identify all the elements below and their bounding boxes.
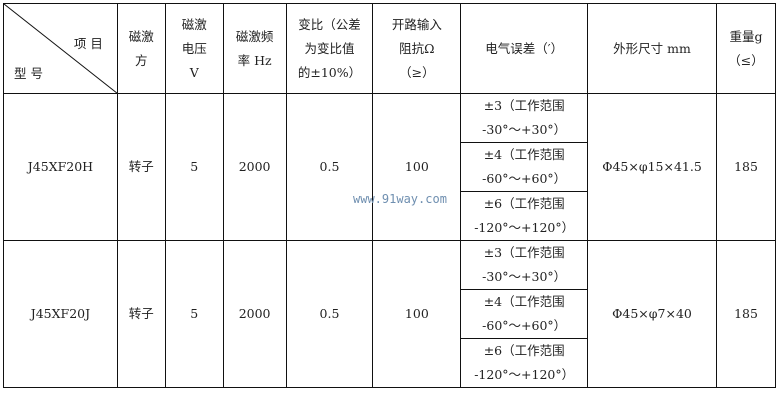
voltage-cell: 5 xyxy=(164,240,224,388)
voltage-header: 磁激 电压 V xyxy=(164,3,224,94)
spec-table: 项 目 型 号 磁激方 磁激 电压 V 磁激频率 Hz 变比（公差 为变比值 的±10%… xyxy=(3,3,776,388)
weight-cell: 185 xyxy=(715,240,776,388)
error-header: 电气误差（′） xyxy=(460,3,589,94)
impedance-cell: 100 xyxy=(372,93,462,241)
ratio-header: 变比（公差 为变比值 的±10%） xyxy=(285,3,374,94)
corner-bottom-label: 型 号 xyxy=(14,66,43,81)
error-cell: ±4（工作范围 -60°～+60°） xyxy=(460,142,589,192)
model-cell: J45XF20J xyxy=(3,240,118,388)
watermark: www.91way.com xyxy=(353,192,447,206)
frequency-cell: 2000 xyxy=(222,93,287,241)
weight-header: 重量g （≤） xyxy=(715,3,776,94)
excitation-cell: 转子 xyxy=(116,93,166,241)
excitation-header: 磁激方 xyxy=(116,3,166,94)
error-cell: ±6（工作范围 -120°～+120°） xyxy=(460,191,589,241)
table-row: J45XF20H 转子 5 2000 0.5 100 ±3（工作范围 -30°～+… xyxy=(3,93,776,241)
impedance-cell: 100 xyxy=(372,240,462,388)
frequency-cell: 2000 xyxy=(222,240,287,388)
voltage-cell: 5 xyxy=(164,93,224,241)
error-cell: ±4（工作范围 -60°～+60°） xyxy=(460,289,589,339)
dimensions-cell: Φ45×φ15×41.5 xyxy=(587,93,717,241)
error-cell: ±6（工作范围 -120°～+120°） xyxy=(460,338,589,388)
error-cell: ±3（工作范围 -30°～+30°） xyxy=(460,93,589,143)
model-cell: J45XF20H xyxy=(3,93,118,241)
dimensions-cell: Φ45×φ7×40 xyxy=(587,240,717,388)
weight-cell: 185 xyxy=(715,93,776,241)
corner-header: 项 目 型 号 xyxy=(3,3,118,94)
ratio-cell: 0.5 xyxy=(285,240,374,388)
ratio-cell: 0.5 xyxy=(285,93,374,241)
frequency-header: 磁激频率 Hz xyxy=(222,3,287,94)
table-row: J45XF20J 转子 5 2000 0.5 100 ±3（工作范围 -30°～+… xyxy=(3,240,776,388)
error-cell: ±3（工作范围 -30°～+30°） xyxy=(460,240,589,290)
impedance-header: 开路输入 阻抗Ω （≥） xyxy=(372,3,462,94)
corner-top-label: 项 目 xyxy=(73,36,103,51)
dimensions-header: 外形尺寸 mm xyxy=(587,3,717,94)
excitation-cell: 转子 xyxy=(116,240,166,388)
header-row: 项 目 型 号 磁激方 磁激 电压 V 磁激频率 Hz 变比（公差 为变比值 的±10%… xyxy=(3,3,776,94)
